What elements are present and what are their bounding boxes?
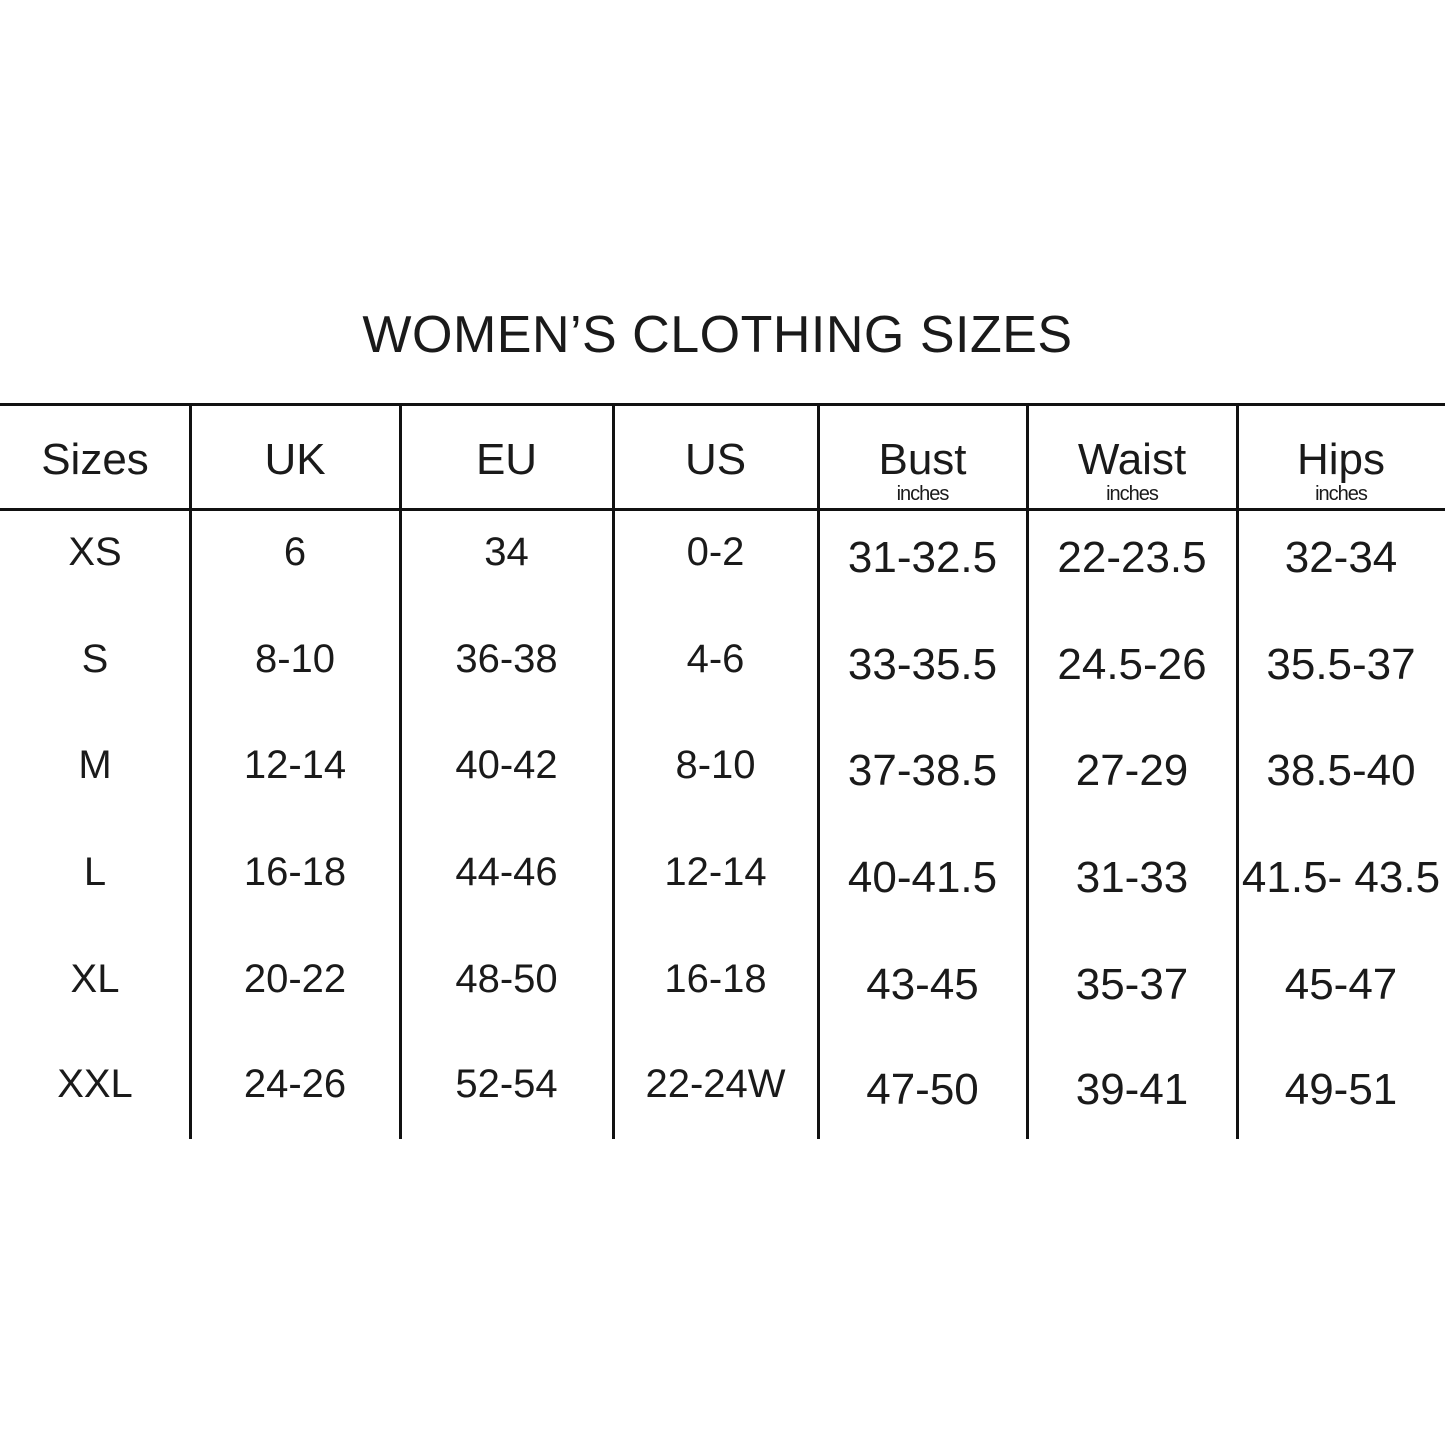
table-cell: 12-14 [664, 850, 767, 894]
column-header-uk: UK [190, 438, 400, 482]
column-header-label: Sizes [41, 435, 149, 484]
table-top-border [0, 403, 1445, 406]
column-header-bust: Bust inches [818, 435, 1027, 505]
table-cell: 37-38.5 [847, 746, 998, 795]
column-divider [612, 404, 615, 1139]
table-cell: 39-41 [1075, 1065, 1189, 1114]
table-cell: 40-41.5 [847, 853, 998, 902]
table-cell: 35-37 [1075, 960, 1189, 1009]
column-divider [399, 404, 402, 1139]
table-cell: 41.5- 43.5 [1241, 853, 1441, 902]
table-cell: 24-26 [243, 1062, 347, 1106]
column-header-hips: Hips inches [1237, 435, 1445, 505]
column-header-label: Bust [878, 435, 967, 484]
table-cell: 27-29 [1075, 746, 1189, 795]
column-header-label: UK [264, 435, 326, 484]
table-cell: 49-51 [1284, 1065, 1398, 1114]
table-cell: 31-32.5 [847, 533, 998, 582]
column-divider [1026, 404, 1029, 1139]
table-cell: 22-24W [645, 1062, 786, 1106]
table-cell: 44-46 [455, 850, 558, 894]
table-cell: L [83, 850, 107, 894]
table-cell: 38.5-40 [1266, 746, 1416, 795]
column-unit: inches [1315, 483, 1368, 505]
column-header-label: US [684, 435, 747, 484]
column-divider [1236, 404, 1239, 1139]
table-cell: 36-38 [455, 637, 558, 681]
table-cell: 12-14 [243, 743, 347, 787]
column-unit: inches [1106, 483, 1159, 505]
table-cell: 32-34 [1284, 533, 1398, 582]
table-cell: 45-47 [1284, 960, 1398, 1009]
table-cell: 24.5-26 [1057, 640, 1207, 689]
table-cell: 4-6 [686, 637, 745, 681]
table-cell: 47-50 [866, 1065, 979, 1114]
column-header-eu: EU [400, 438, 613, 482]
table-cell: 20-22 [243, 957, 347, 1001]
table-cell: 52-54 [455, 1062, 558, 1106]
column-divider [817, 404, 820, 1139]
column-header-us: US [613, 438, 818, 482]
table-cell: 16-18 [243, 850, 347, 894]
column-unit: inches [896, 483, 950, 505]
table-cell: 43-45 [866, 960, 979, 1009]
column-header-label: EU [475, 435, 538, 484]
table-cell: XL [70, 957, 120, 1001]
column-header-label: Hips [1296, 435, 1386, 484]
chart-title: WOMEN’S CLOTHING SIZES [362, 306, 1073, 364]
column-header-sizes: Sizes [0, 438, 190, 482]
table-cell: 35.5-37 [1266, 640, 1416, 689]
table-cell: XXL [57, 1062, 133, 1106]
table-cell: 40-42 [455, 743, 558, 787]
table-cell: 8-10 [254, 637, 336, 681]
table-cell: 22-23.5 [1057, 533, 1207, 582]
table-cell: 48-50 [455, 957, 558, 1001]
table-cell: 33-35.5 [847, 640, 998, 689]
table-cell: XS [68, 530, 122, 574]
table-cell: 31-33 [1075, 853, 1189, 902]
table-cell: S [81, 637, 109, 681]
column-header-waist: Waist inches [1027, 435, 1237, 505]
header-divider [0, 508, 1445, 511]
table-cell: M [78, 743, 112, 787]
table-cell: 6 [283, 530, 307, 574]
table-cell: 34 [484, 530, 529, 574]
table-cell: 8-10 [675, 743, 756, 787]
table-cell: 0-2 [686, 530, 745, 574]
column-header-label: Waist [1077, 435, 1187, 484]
table-cell: 16-18 [664, 957, 767, 1001]
column-divider [189, 404, 192, 1139]
